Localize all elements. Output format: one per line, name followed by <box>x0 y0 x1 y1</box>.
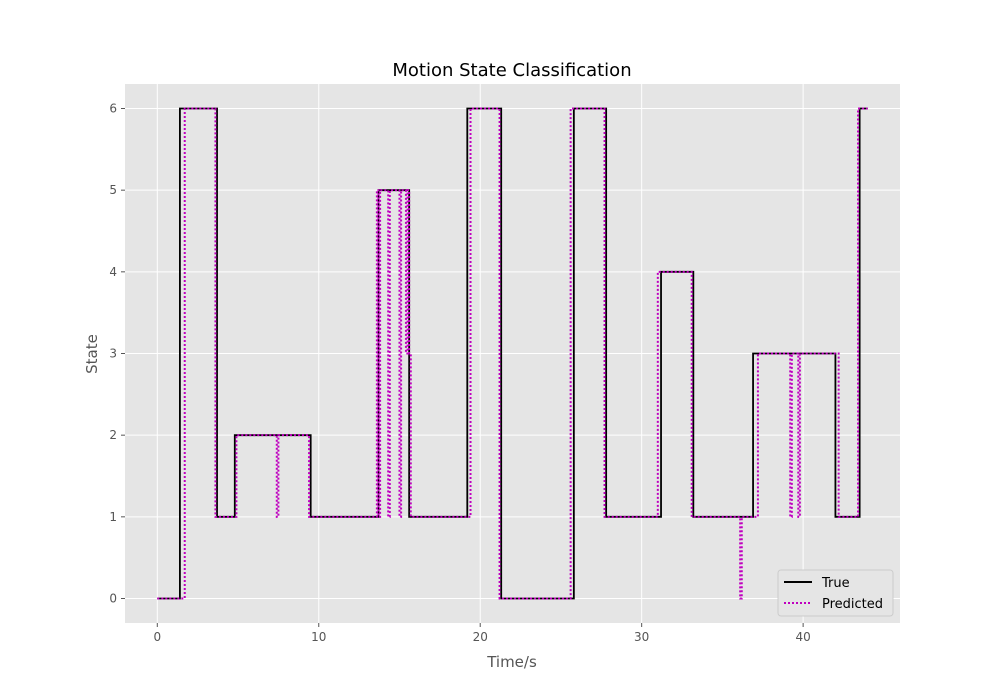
chart-title: Motion State Classification <box>392 60 631 81</box>
legend-predicted-label: Predicted <box>822 597 883 612</box>
y-tick-label: 5 <box>109 183 117 197</box>
x-tick-label: 30 <box>634 630 649 644</box>
x-tick-label: 0 <box>153 630 161 644</box>
y-axis-label: State <box>83 334 101 374</box>
x-tick-label: 10 <box>311 630 326 644</box>
y-tick-label: 6 <box>109 102 117 116</box>
y-tick-label: 4 <box>109 265 117 279</box>
y-tick-label: 3 <box>109 347 117 361</box>
x-tick-label: 40 <box>795 630 810 644</box>
y-tick-label: 0 <box>109 592 117 606</box>
series-group <box>157 107 868 600</box>
legend-true-label: True <box>821 576 850 591</box>
legend: True Predicted <box>777 569 894 617</box>
series-true-line <box>157 107 868 600</box>
y-tick-label: 2 <box>109 428 117 442</box>
x-axis-label: Time/s <box>486 653 537 671</box>
y-tick-label: 1 <box>109 510 117 524</box>
x-tick-label: 20 <box>473 630 488 644</box>
ticks: 0 10 20 30 40 0 1 2 3 4 5 6 <box>109 102 810 645</box>
